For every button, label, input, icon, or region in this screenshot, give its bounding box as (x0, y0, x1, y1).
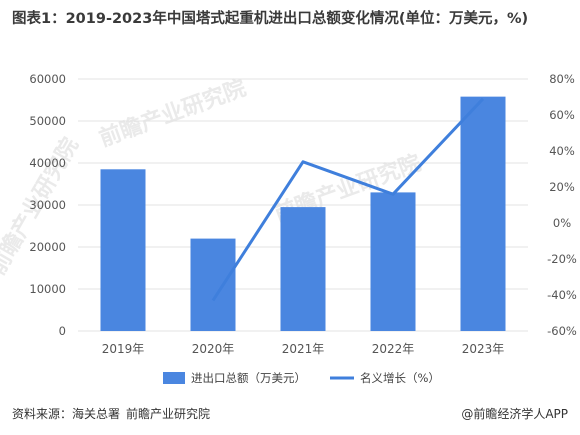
right-tick-label: 20% (549, 180, 575, 194)
source-org: 前瞻产业研究院 (126, 407, 211, 421)
right-tick-label: 60% (549, 108, 575, 122)
left-tick-label: 30000 (29, 198, 66, 212)
legend-line-label: 名义增长（%） (360, 371, 440, 385)
legend: 进出口总额（万美元） 名义增长（%） (163, 371, 440, 385)
right-tick-label: 40% (549, 144, 575, 158)
bar-1 (100, 169, 146, 331)
brand-credit: @前瞻经济学人APP (461, 407, 568, 421)
right-tick-label: 80% (549, 72, 575, 86)
bar-2 (190, 238, 236, 331)
left-tick-label: 10000 (29, 282, 66, 296)
bar-3 (280, 207, 326, 331)
x-tick-label: 2020年 (192, 342, 235, 356)
x-axis-ticks: 2019年 2020年 2021年 2022年 2023年 (102, 342, 505, 356)
line-series (211, 97, 485, 302)
bar-5 (460, 96, 506, 331)
right-tick-label: -60% (547, 324, 577, 338)
x-tick-label: 2022年 (372, 342, 415, 356)
left-tick-label: 20000 (29, 240, 66, 254)
left-tick-label: 60000 (29, 72, 66, 86)
x-tick-label: 2019年 (102, 342, 145, 356)
source-label: 资料来源：海关总署 (12, 407, 121, 421)
bar-4 (370, 192, 416, 331)
x-tick-label: 2023年 (462, 342, 505, 356)
left-axis-ticks: 0 10000 20000 30000 40000 50000 60000 (29, 72, 66, 338)
chart-title: 图表1：2019-2023年中国塔式起重机进出口总额变化情况(单位：万美元，%) (12, 11, 529, 27)
right-tick-label: -20% (547, 252, 577, 266)
x-tick-label: 2021年 (282, 342, 325, 356)
source-note: 资料来源：海关总署 前瞻产业研究院 (12, 405, 216, 422)
growth-line (211, 97, 485, 302)
legend-bar-label: 进出口总额（万美元） (191, 371, 306, 385)
left-tick-label: 0 (59, 324, 66, 338)
bar-series (100, 96, 506, 331)
watermark-text: 前瞻产业研究院 (96, 75, 250, 152)
left-tick-label: 40000 (29, 156, 66, 170)
left-tick-label: 50000 (29, 114, 66, 128)
legend-bar-swatch (163, 372, 185, 384)
right-axis-ticks: -60% -40% -20% 0% 20% 40% 60% 80% (547, 72, 577, 338)
right-tick-label: 0% (553, 216, 571, 230)
right-tick-label: -40% (547, 288, 577, 302)
